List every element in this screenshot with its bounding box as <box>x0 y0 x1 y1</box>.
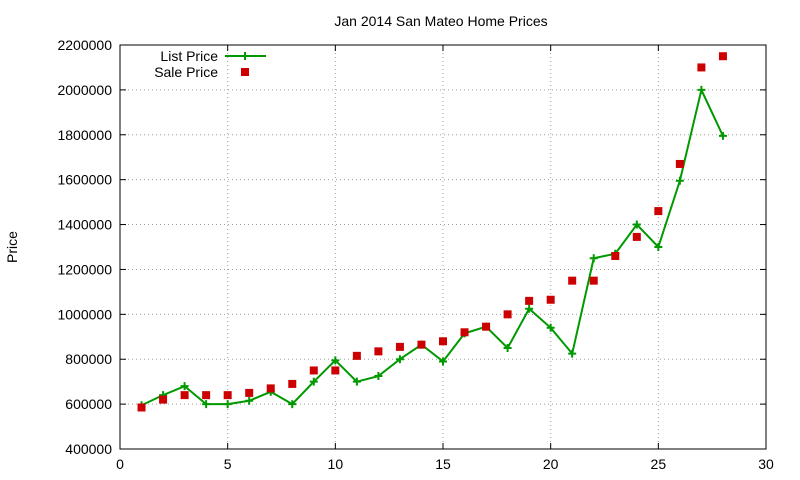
y-tick-label: 1000000 <box>57 306 112 322</box>
data-point <box>697 85 706 94</box>
data-point <box>654 207 663 216</box>
data-point <box>245 388 254 397</box>
data-point <box>632 220 641 229</box>
data-point <box>546 295 555 304</box>
data-point <box>180 391 189 400</box>
y-tick-label: 2200000 <box>57 37 112 53</box>
y-tick-label: 800000 <box>65 351 112 367</box>
data-point <box>503 310 512 319</box>
data-point <box>374 372 383 381</box>
x-tick-label: 30 <box>758 456 774 472</box>
data-point <box>202 400 211 409</box>
data-point <box>417 340 426 349</box>
plot-border <box>119 44 767 450</box>
data-point <box>288 400 297 409</box>
x-tick-label: 25 <box>651 456 667 472</box>
data-point <box>546 323 555 332</box>
data-point <box>223 391 232 400</box>
data-point <box>525 296 534 305</box>
data-point <box>568 349 577 358</box>
data-point <box>675 176 684 185</box>
data-point <box>611 251 620 260</box>
data-point <box>266 384 275 393</box>
x-tick-label: 15 <box>435 456 451 472</box>
y-tick-label: 1600000 <box>57 172 112 188</box>
data-point <box>568 276 577 285</box>
data-point <box>331 366 340 375</box>
data-point <box>503 344 512 352</box>
data-point <box>589 276 598 285</box>
data-point <box>202 391 211 400</box>
series-sale-price <box>137 52 727 412</box>
y-tick-label: 400000 <box>65 441 112 457</box>
data-point <box>460 328 469 337</box>
data-point <box>245 396 254 405</box>
data-point <box>439 337 447 346</box>
series-layer <box>137 52 727 412</box>
y-tick-label: 1200000 <box>57 261 112 277</box>
data-point <box>223 400 232 409</box>
y-tick-label: 600000 <box>65 396 112 412</box>
data-point <box>288 379 297 388</box>
y-tick-label: 1400000 <box>57 217 112 233</box>
data-point <box>589 254 598 263</box>
data-point <box>718 131 727 140</box>
x-tick-label: 20 <box>543 456 559 472</box>
data-point <box>395 355 404 364</box>
x-tick-label: 10 <box>328 456 344 472</box>
data-point <box>675 159 684 168</box>
data-point <box>309 366 318 375</box>
y-tick-label: 2000000 <box>57 82 112 98</box>
data-point <box>395 342 404 351</box>
data-point <box>482 322 491 331</box>
x-tick-label: 5 <box>224 456 232 472</box>
y-tick-label: 1800000 <box>57 127 112 143</box>
data-point <box>697 63 706 72</box>
data-point <box>632 232 641 241</box>
legend-marker <box>241 68 249 76</box>
data-point <box>331 356 340 365</box>
x-tick-label: 0 <box>116 456 124 472</box>
series-line <box>141 86 724 407</box>
data-point <box>374 347 383 356</box>
data-point <box>352 377 361 386</box>
data-point <box>137 403 146 412</box>
y-axis-label: Price <box>4 231 20 263</box>
legend-marker <box>241 52 249 60</box>
data-point <box>309 377 318 386</box>
legend-label: List Price <box>160 48 218 64</box>
legend-label: Sale Price <box>154 64 218 80</box>
data-point <box>439 357 447 366</box>
data-point <box>654 243 663 251</box>
axes: 0 5 10 15 20 25 30 400000 600000 800000 1000000 120… <box>57 37 774 472</box>
data-point <box>180 382 189 391</box>
data-point <box>525 304 534 313</box>
chart-title: Jan 2014 San Mateo Home Prices <box>334 13 547 29</box>
grid <box>120 45 766 449</box>
data-point <box>352 351 361 360</box>
data-point <box>159 395 168 404</box>
data-point <box>718 52 727 61</box>
